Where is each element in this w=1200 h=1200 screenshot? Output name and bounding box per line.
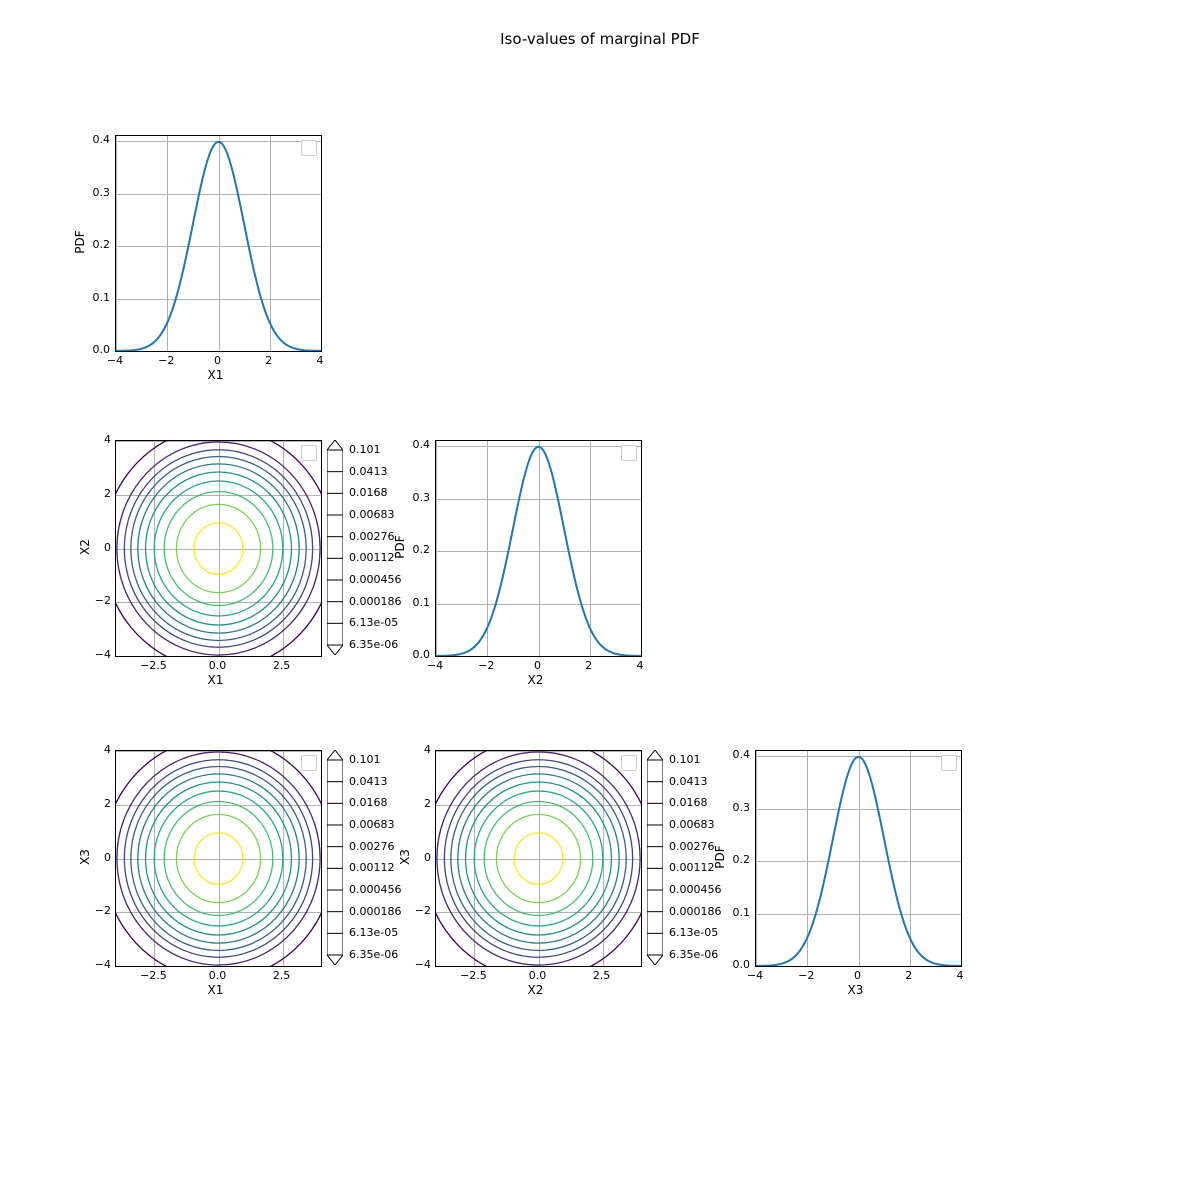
colorbar-tick: 0.000456 <box>669 883 722 896</box>
xlabel: X3 <box>848 983 864 997</box>
colorbar-tick: 0.0413 <box>349 775 388 788</box>
legend-box <box>621 445 637 461</box>
colorbar-tick: 0.000456 <box>349 883 402 896</box>
colorbar-tick: 0.101 <box>669 753 701 766</box>
colorbar-tick: 0.00683 <box>349 818 395 831</box>
colorbar-tick: 0.00683 <box>669 818 715 831</box>
ylabel: X3 <box>78 837 92 877</box>
colorbar: 0.1010.04130.01680.006830.002760.001120.… <box>647 750 663 965</box>
legend-box <box>301 140 317 156</box>
colorbar-tick: 0.000456 <box>349 573 402 586</box>
ylabel: PDF <box>73 222 87 262</box>
colorbar-tick: 6.13e-05 <box>349 616 398 629</box>
colorbar-tick: 0.000186 <box>349 595 402 608</box>
colorbar-tick: 6.13e-05 <box>349 926 398 939</box>
xlabel: X2 <box>528 983 544 997</box>
colorbar-tick: 0.00276 <box>669 840 715 853</box>
contour-plot-x1-x3: −2.50.02.5−4−2024X1X30.1010.04130.01680.… <box>115 750 322 967</box>
colorbar-tick: 0.000186 <box>669 905 722 918</box>
ylabel: X3 <box>398 837 412 877</box>
colorbar-tick: 6.13e-05 <box>669 926 718 939</box>
colorbar-tick: 0.101 <box>349 443 381 456</box>
ylabel: PDF <box>713 837 727 877</box>
xlabel: X1 <box>208 983 224 997</box>
legend-box <box>301 755 317 771</box>
contour-plot-x1-x2: −2.50.02.5−4−2024X1X20.1010.04130.01680.… <box>115 440 322 657</box>
colorbar-tick: 0.0168 <box>349 486 388 499</box>
colorbar-tick: 6.35e-06 <box>349 948 398 961</box>
xlabel: X2 <box>528 673 544 687</box>
xlabel: X1 <box>208 368 224 382</box>
colorbar-tick: 0.00112 <box>349 551 395 564</box>
colorbar-tick: 0.0413 <box>349 465 388 478</box>
ylabel: PDF <box>393 527 407 567</box>
ylabel: X2 <box>78 527 92 567</box>
colorbar-tick: 0.00112 <box>349 861 395 874</box>
colorbar-tick: 0.0413 <box>669 775 708 788</box>
pdf-plot-x1: −4−20240.00.10.20.30.4X1PDF <box>115 135 322 352</box>
page-title: Iso-values of marginal PDF <box>0 30 1200 48</box>
legend-box <box>621 755 637 771</box>
colorbar-tick: 0.000186 <box>349 905 402 918</box>
colorbar: 0.1010.04130.01680.006830.002760.001120.… <box>327 440 343 655</box>
colorbar-tick: 0.00276 <box>349 530 395 543</box>
colorbar-tick: 0.0168 <box>349 796 388 809</box>
colorbar-tick: 0.0168 <box>669 796 708 809</box>
pdf-plot-x2: −4−20240.00.10.20.30.4X2PDF <box>435 440 642 657</box>
xlabel: X1 <box>208 673 224 687</box>
pdf-plot-x3: −4−20240.00.10.20.30.4X3PDF <box>755 750 962 967</box>
colorbar-tick: 6.35e-06 <box>669 948 718 961</box>
colorbar-tick: 0.00112 <box>669 861 715 874</box>
colorbar-tick: 0.00276 <box>349 840 395 853</box>
legend-box <box>941 755 957 771</box>
colorbar-tick: 0.101 <box>349 753 381 766</box>
colorbar: 0.1010.04130.01680.006830.002760.001120.… <box>327 750 343 965</box>
colorbar-tick: 0.00683 <box>349 508 395 521</box>
legend-box <box>301 445 317 461</box>
colorbar-tick: 6.35e-06 <box>349 638 398 651</box>
contour-plot-x2-x3: −2.50.02.5−4−2024X2X30.1010.04130.01680.… <box>435 750 642 967</box>
